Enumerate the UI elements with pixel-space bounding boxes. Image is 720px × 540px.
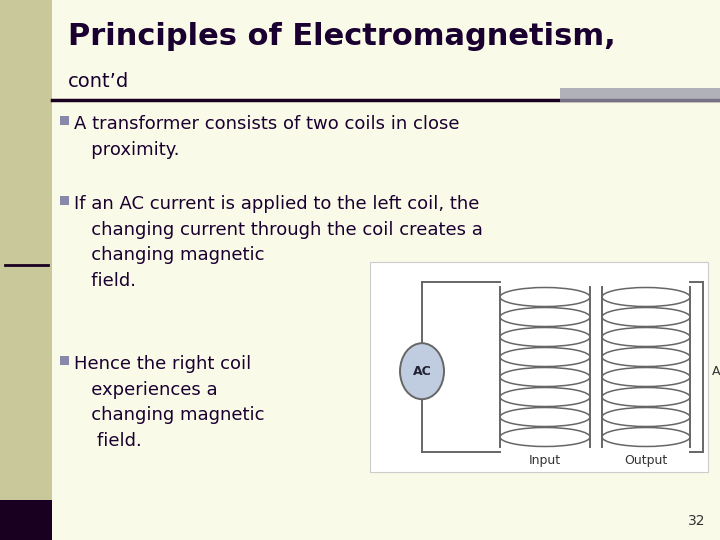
Bar [370, 262, 708, 472]
Text: Principles of Electromagnetism,: Principles of Electromagnetism, [68, 22, 616, 51]
Text: Output: Output [624, 454, 667, 467]
Bar [60, 116, 69, 125]
Text: If an AC current is applied to the left coil, the
   changing current through th: If an AC current is applied to the left … [74, 195, 483, 290]
Bar [0, 500, 52, 540]
Text: Input: Input [529, 454, 561, 467]
Text: AC out: AC out [712, 364, 720, 377]
Text: 32: 32 [688, 514, 705, 528]
Ellipse shape [400, 343, 444, 399]
Bar [560, 88, 720, 102]
Text: A transformer consists of two coils in close
   proximity.: A transformer consists of two coils in c… [74, 115, 460, 159]
Text: AC: AC [413, 364, 431, 377]
Text: cont’d: cont’d [68, 72, 130, 91]
Text: Hence the right coil
   experiences a
   changing magnetic
    field.: Hence the right coil experiences a chang… [74, 355, 265, 450]
Bar [60, 196, 69, 205]
Bar [60, 356, 69, 366]
Bar [0, 0, 52, 540]
